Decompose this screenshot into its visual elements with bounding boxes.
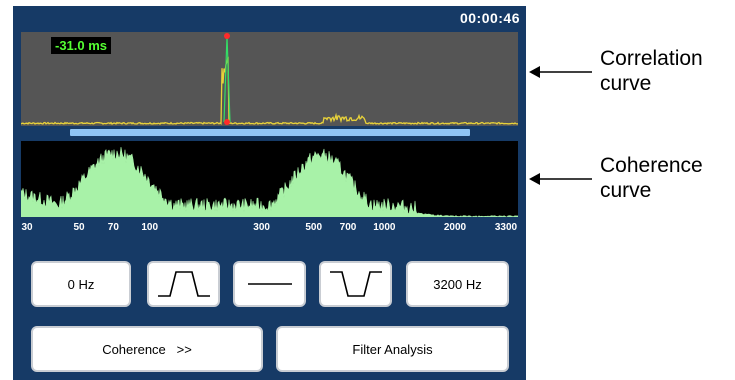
elapsed-time: 00:00:46 [459,10,520,26]
coherence-graph [21,146,518,217]
coherence-annotation-line1: Coherence [600,154,703,177]
low-frequency-button[interactable]: 0 Hz [31,261,131,307]
bandstop-filter-icon [329,271,382,297]
bandstop-filter-button[interactable] [319,261,392,307]
correlation-peak-line [223,35,231,123]
frequency-tick-label: 2000 [443,222,467,233]
coherence-annotation: Coherence curve [600,153,703,203]
no-filter-icon [247,283,292,285]
filter-analysis-button-label: Filter Analysis [352,341,433,357]
high-frequency-label: 3200 Hz [433,276,482,292]
frequency-tick-label: 500 [305,222,323,233]
frequency-axis: 30 50 70 100 300 500 700 1000 2000 3300 [21,219,518,235]
coherence-area [21,146,518,217]
device-screen: 00:00:46 -31.0 ms 30 50 70 100 300 500 700 1000… [13,6,526,380]
delay-readout: -31.0 ms [51,37,112,54]
filter-analysis-button[interactable]: Filter Analysis [276,326,509,372]
frequency-tick-label: 100 [141,222,159,233]
correlation-plot: -31.0 ms [21,32,518,126]
correlation-annotation-line2: curve [600,72,652,95]
frequency-tick-label: 3300 [494,222,518,233]
frequency-tick-label: 50 [73,222,85,233]
bandpass-filter-button[interactable] [147,261,220,307]
coherence-arrow-icon [529,173,592,185]
coherence-button-label: Coherence >> [102,341,192,357]
coherence-annotation-line2: curve [600,179,652,202]
correlation-annotation-line1: Correlation [600,47,703,70]
correlation-annotation: Correlation curve [600,46,703,96]
correlation-graph [21,33,518,125]
coherence-plot [21,141,518,217]
no-filter-button[interactable] [233,261,306,307]
correlation-peak-bottom-marker [224,119,230,125]
frequency-tick-label: 300 [253,222,270,233]
correlation-peak-top-marker [224,33,230,39]
frequency-tick-label: 1000 [373,222,396,233]
high-frequency-button[interactable]: 3200 Hz [406,261,509,307]
correlation-range-slider[interactable] [70,129,470,136]
coherence-button[interactable]: Coherence >> [31,326,263,372]
low-frequency-label: 0 Hz [67,276,95,292]
frequency-tick-label: 70 [107,222,119,233]
frequency-tick-label: 30 [21,222,33,233]
correlation-arrow-icon [529,66,592,78]
correlation-trace [21,56,518,125]
bandpass-filter-icon [157,271,210,297]
frequency-tick-label: 700 [339,222,357,233]
